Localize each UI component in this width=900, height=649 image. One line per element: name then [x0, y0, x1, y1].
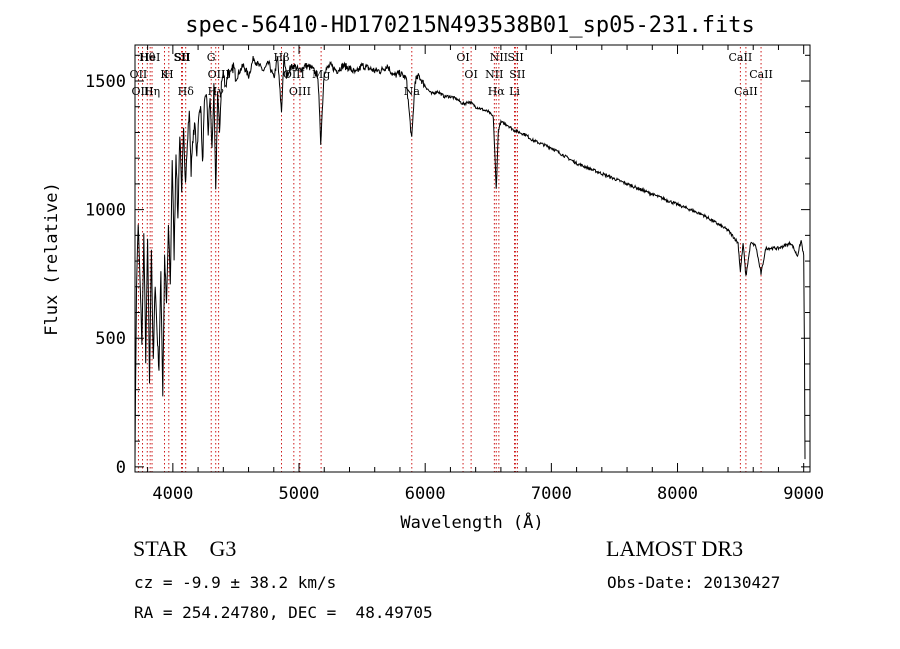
spectrum-line — [134, 54, 806, 460]
line-label: HeI — [140, 51, 160, 64]
y-tick-label: 1000 — [85, 201, 126, 221]
coordinates: RA = 254.24780, DEC = 48.49705 — [134, 603, 433, 622]
line-label: K — [160, 68, 169, 81]
line-label: Li — [509, 85, 520, 98]
line-label: CaII — [749, 68, 773, 81]
line-label: H — [164, 68, 174, 81]
line-label: CaII — [729, 51, 753, 64]
line-label: NII — [490, 51, 508, 64]
y-tick-label: 500 — [95, 329, 126, 349]
plot-axes: 4000 5000 6000 7000 8000 9000 0 500 1000 1500 — [85, 44, 824, 504]
line-label: NII — [485, 68, 503, 81]
line-label: Na — [404, 85, 421, 98]
observation-date: Obs-Date: 20130427 — [607, 573, 781, 592]
line-label: OI — [464, 68, 477, 81]
line-label: SII — [174, 51, 190, 64]
line-label: Hη — [144, 85, 160, 98]
x-axis-label: Wavelength (Å) — [400, 511, 543, 533]
line-label: Hα — [488, 85, 506, 98]
line-label: SII — [509, 68, 525, 81]
line-label: Hδ — [178, 85, 195, 98]
line-label: G — [207, 51, 216, 64]
line-label: SII — [173, 51, 189, 64]
spectral-line-labels: HθOIIOIIIHeIKHηSIIHHδSIIOIIIHγGOIIIOIIIH… — [130, 51, 773, 98]
line-label: OI — [456, 51, 469, 64]
x-tick-label: 5000 — [279, 484, 320, 504]
line-label: OII — [130, 68, 148, 81]
line-label: OIII — [132, 85, 154, 98]
x-tick-label: 7000 — [531, 484, 572, 504]
x-tick-label: 4000 — [152, 484, 193, 504]
spectral-line-markers — [137, 47, 762, 472]
line-label: Hθ — [139, 51, 156, 64]
plot-frame — [134, 44, 811, 473]
object-class: STAR G3 — [133, 536, 237, 561]
y-tick-label: 1500 — [85, 72, 126, 92]
line-label: OIII — [283, 68, 305, 81]
x-tick-label: 8000 — [657, 484, 698, 504]
x-tick-label: 9000 — [783, 484, 824, 504]
survey-name: LAMOST DR3 — [606, 536, 744, 561]
line-label: CaII — [734, 85, 758, 98]
line-label: OIII — [289, 85, 311, 98]
y-axis-label: Flux (relative) — [42, 182, 62, 336]
line-label: SII — [508, 51, 524, 64]
chart-title: spec-56410-HD170215N493538B01_sp05-231.f… — [185, 13, 755, 38]
redshift-velocity: cz = -9.9 ± 38.2 km/s — [134, 573, 337, 592]
x-tick-label: 6000 — [405, 484, 446, 504]
y-tick-label: 0 — [116, 458, 126, 478]
line-label: Hγ — [208, 85, 225, 98]
